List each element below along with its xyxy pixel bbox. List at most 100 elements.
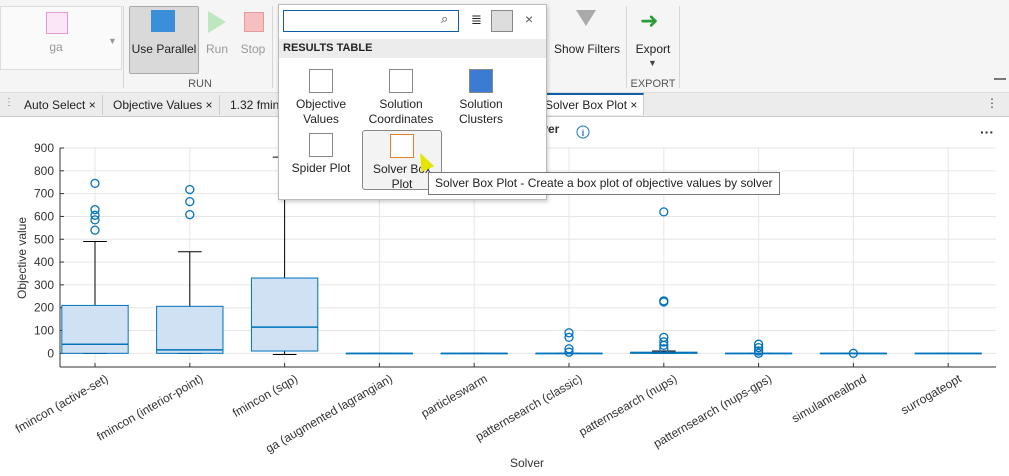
y-tick-label: 600 xyxy=(34,209,54,223)
export-button[interactable]: Export xyxy=(635,42,671,56)
tab-label: 1.32 fmin xyxy=(230,98,280,112)
y-tick-label: 900 xyxy=(34,141,54,155)
x-tick-label: patternsearch (classic) xyxy=(473,371,585,443)
item-icon xyxy=(390,134,414,158)
outlier xyxy=(659,344,669,354)
stop-label[interactable]: Stop xyxy=(240,42,266,56)
run-label[interactable]: Run xyxy=(205,42,228,56)
y-axis-label: Objective value xyxy=(15,217,29,299)
use-parallel-label[interactable]: Use Parallel xyxy=(131,42,197,56)
outlier xyxy=(90,204,100,215)
tab-label: Objective Values xyxy=(113,98,203,112)
gallery-dropdown[interactable]: ▼ xyxy=(108,36,117,46)
export-dropdown[interactable]: ▼ xyxy=(648,58,657,68)
collapse-toolstrip[interactable] xyxy=(994,78,1006,80)
y-tick-label: 500 xyxy=(34,232,54,246)
x-tick-label: surrogateopt xyxy=(898,371,964,417)
y-tick-label: 300 xyxy=(34,278,54,292)
outlier xyxy=(753,342,764,353)
gallery-item[interactable]: Spider Plot xyxy=(281,133,361,176)
tab-label: Solver Box Plot xyxy=(545,98,628,112)
info-icon[interactable] xyxy=(576,125,590,139)
item-label: Objective Values xyxy=(295,97,347,126)
outlier xyxy=(659,337,669,347)
outlier xyxy=(185,184,195,195)
section-header: RESULTS TABLE xyxy=(279,39,546,58)
y-tick-label: 100 xyxy=(34,324,54,338)
outlier xyxy=(564,328,574,338)
run-icon xyxy=(208,11,226,33)
outlier xyxy=(90,215,100,225)
gallery-popup: ⌕ ≣ × RESULTS TABLE Objective Values Sol… xyxy=(278,4,547,200)
tab[interactable]: Auto Select × xyxy=(18,95,103,115)
box xyxy=(61,304,129,354)
info-icon-glyph: i xyxy=(582,128,585,138)
gallery-item[interactable]: Solution Clusters xyxy=(441,69,521,127)
close-button[interactable]: × xyxy=(525,11,534,27)
x-tick-label: fmincon (sqp) xyxy=(230,371,300,419)
ga-icon xyxy=(46,12,68,34)
separator xyxy=(679,6,680,88)
box xyxy=(156,305,224,354)
y-tick-label: 400 xyxy=(34,255,54,269)
separator xyxy=(272,6,273,88)
outlier xyxy=(659,207,669,217)
x-tick-label: patternsearch (nups) xyxy=(576,371,679,438)
grid-view-button[interactable] xyxy=(491,10,513,32)
gallery-item[interactable]: Solution Coordinates xyxy=(361,69,441,127)
run-section-label: RUN xyxy=(188,78,212,90)
show-filters-button[interactable]: Show Filters xyxy=(553,42,621,56)
y-tick-label: 0 xyxy=(47,346,54,360)
use-parallel-button[interactable] xyxy=(129,6,199,74)
export-icon: ➜ xyxy=(640,8,659,33)
x-tick-label: particleswarm xyxy=(419,371,490,420)
separator xyxy=(626,6,627,88)
outlier xyxy=(753,339,764,349)
item-label: Solution Clusters xyxy=(458,97,503,126)
gallery-item[interactable]: Objective Values xyxy=(281,69,361,127)
tab-menu-handle[interactable]: ⋮ xyxy=(4,97,14,108)
gallery-item[interactable]: ga xyxy=(49,40,63,54)
item-icon xyxy=(469,69,493,93)
search-box[interactable] xyxy=(283,10,459,32)
tab-active[interactable]: Solver Box Plot × xyxy=(539,93,645,115)
x-tick-label: fmincon (interior-point) xyxy=(94,371,205,443)
stop-icon xyxy=(244,12,264,32)
tab-options[interactable]: ⋮ xyxy=(986,96,998,110)
chart-options[interactable]: ··· xyxy=(980,124,994,140)
x-axis-label: Solver xyxy=(510,456,544,470)
outlier xyxy=(753,348,764,358)
outlier xyxy=(90,210,100,220)
y-tick-label: 200 xyxy=(34,301,54,315)
tab-label: Auto Select xyxy=(24,98,86,112)
item-icon xyxy=(389,69,413,93)
outlier xyxy=(564,344,574,354)
x-tick-label: simulannealbnd xyxy=(789,371,869,425)
parallel-icon xyxy=(151,10,175,32)
outlier xyxy=(659,297,669,307)
outlier xyxy=(185,196,195,207)
item-label: Spider Plot xyxy=(291,161,351,175)
item-label: Solution Coordinates xyxy=(368,97,434,126)
filter-icon xyxy=(576,10,596,26)
item-label: Solver Box Plot xyxy=(372,162,432,191)
y-tick-label: 800 xyxy=(34,164,54,178)
outlier xyxy=(659,340,669,350)
item-icon xyxy=(309,133,333,157)
outlier xyxy=(185,209,195,220)
outlier xyxy=(564,332,574,342)
x-tick-label: fmincon (active-set) xyxy=(13,371,111,435)
search-icon: ⌕ xyxy=(441,11,449,26)
list-view-button[interactable]: ≣ xyxy=(471,12,482,27)
outlier xyxy=(564,347,574,357)
box xyxy=(250,277,319,352)
tab[interactable]: Objective Values × xyxy=(107,95,220,115)
outlier xyxy=(90,225,100,235)
outlier xyxy=(90,178,100,189)
tooltip: Solver Box Plot - Create a box plot of o… xyxy=(428,172,780,195)
outlier xyxy=(848,348,859,358)
export-section-label: EXPORT xyxy=(630,78,676,90)
item-icon xyxy=(309,69,333,93)
